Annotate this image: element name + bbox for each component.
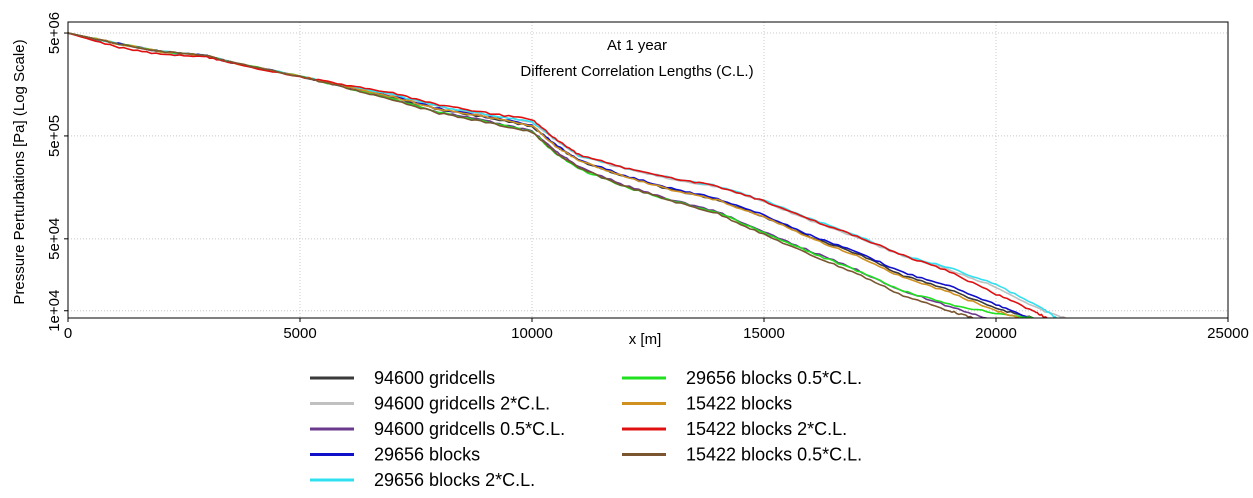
series-lines xyxy=(68,32,1066,318)
x-axis-label: x [m] xyxy=(629,331,662,348)
x-tick-label: 20000 xyxy=(975,325,1017,342)
y-tick-label: 5e+05 xyxy=(46,115,63,157)
x-tick-label: 25000 xyxy=(1207,325,1249,342)
y-axis-label: Pressure Perturbations [Pa] (Log Scale) xyxy=(11,39,28,304)
plot-frame xyxy=(67,21,1229,319)
y-tick-label: 1e+04 xyxy=(46,290,63,332)
x-tick-label: 10000 xyxy=(511,325,553,342)
legend-label: 15422 blocks 2*C.L. xyxy=(686,419,847,439)
legend-label: 29656 blocks 2*C.L. xyxy=(374,470,535,490)
legend-label: 15422 blocks xyxy=(686,394,792,414)
legend-label: 94600 gridcells 0.5*C.L. xyxy=(374,419,565,439)
legend-label: 15422 blocks 0.5*C.L. xyxy=(686,445,862,465)
chart-subtitle: Different Correlation Lengths (C.L.) xyxy=(520,63,753,80)
legend-label: 94600 gridcells 2*C.L. xyxy=(374,394,550,414)
x-tick-label: 5000 xyxy=(283,325,316,342)
x-axis-ticks: 0 5000 10000 15000 20000 25000 xyxy=(64,318,1249,342)
x-tick-label: 0 xyxy=(64,325,72,342)
chart-title: At 1 year xyxy=(607,37,667,54)
legend-label: 94600 gridcells xyxy=(374,368,495,388)
x-tick-label: 15000 xyxy=(743,325,785,342)
y-axis-ticks: 1e+04 5e+04 5e+05 5e+06 xyxy=(46,12,68,332)
series-line xyxy=(68,32,974,318)
y-tick-label: 5e+06 xyxy=(46,12,63,54)
y-tick-label: 5e+04 xyxy=(46,218,63,260)
legend-label: 29656 blocks 0.5*C.L. xyxy=(686,368,862,388)
legend-label: 29656 blocks xyxy=(374,445,480,465)
legend: 94600 gridcells 94600 gridcells 2*C.L. 946… xyxy=(310,368,862,490)
